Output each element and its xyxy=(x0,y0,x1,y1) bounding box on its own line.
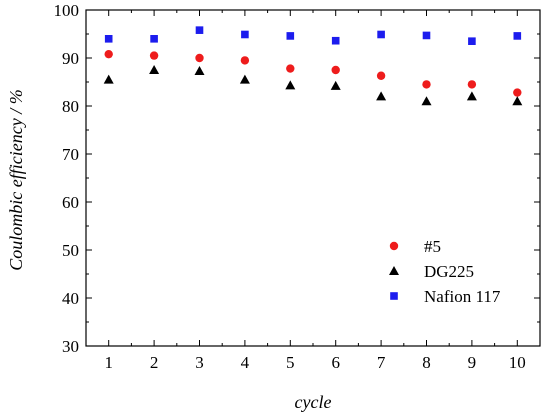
y-tick-label: 50 xyxy=(62,241,79,260)
y-tick-label: 40 xyxy=(62,289,79,308)
x-axis-title: cycle xyxy=(295,392,332,412)
legend-label: DG225 xyxy=(424,262,474,281)
data-point xyxy=(195,26,204,34)
legend: #5 DG225 Nafion 117 xyxy=(389,237,501,306)
data-point xyxy=(421,96,432,106)
y-tick-label: 30 xyxy=(62,337,79,356)
data-point xyxy=(468,37,476,45)
data-point xyxy=(103,74,114,84)
x-tick-label: 3 xyxy=(195,353,204,372)
data-point xyxy=(422,80,431,89)
x-tick-label: 9 xyxy=(468,353,477,372)
x-tick-label: 4 xyxy=(241,353,250,372)
data-point xyxy=(330,80,341,90)
legend-item: #5 xyxy=(389,237,441,256)
data-point xyxy=(376,91,387,101)
data-point xyxy=(512,96,523,106)
data-point xyxy=(513,88,522,97)
data-point xyxy=(467,80,477,89)
data-point xyxy=(239,74,250,84)
data-point xyxy=(331,65,340,75)
data-point xyxy=(331,36,340,45)
data-point xyxy=(286,64,295,73)
y-tick-label: 60 xyxy=(62,193,79,212)
y-tick-label: 80 xyxy=(62,97,79,116)
legend-marker xyxy=(389,241,399,251)
y-tick-label: 90 xyxy=(62,49,79,68)
series-1 xyxy=(103,65,523,106)
legend-label: #5 xyxy=(424,237,441,256)
data-point xyxy=(150,35,158,43)
legend-label: Nafion 117 xyxy=(424,287,501,306)
data-point xyxy=(240,56,250,65)
y-axis-title: Coulombic efficiency / % xyxy=(6,89,26,270)
legend-item: Nafion 117 xyxy=(390,287,501,306)
x-tick-label: 8 xyxy=(422,353,431,372)
data-point xyxy=(195,53,204,63)
y-tick-label: 70 xyxy=(62,145,79,164)
data-point xyxy=(104,35,113,43)
x-tick-label: 2 xyxy=(150,353,159,372)
legend-item: DG225 xyxy=(389,262,474,281)
x-tick-label: 1 xyxy=(104,353,113,372)
legend-marker xyxy=(389,266,399,275)
data-points xyxy=(103,26,523,106)
data-point xyxy=(377,30,385,39)
data-point xyxy=(104,49,113,59)
y-axis: 30 40 50 60 70 80 90 100 xyxy=(54,1,540,356)
series-2 xyxy=(104,26,522,45)
data-point xyxy=(149,65,160,74)
x-tick-label: 7 xyxy=(377,353,386,372)
x-tick-label: 10 xyxy=(509,353,526,372)
y-tick-label: 100 xyxy=(54,1,80,20)
data-point xyxy=(422,31,431,40)
data-point xyxy=(241,30,249,39)
data-point xyxy=(194,65,205,75)
data-point xyxy=(466,91,477,101)
data-point xyxy=(376,71,386,80)
x-tick-label: 6 xyxy=(331,353,340,372)
x-tick-label: 5 xyxy=(286,353,295,372)
data-point xyxy=(285,80,296,90)
series-0 xyxy=(104,49,522,97)
data-point xyxy=(286,32,295,40)
data-point xyxy=(149,51,159,60)
x-axis: 1 2 3 4 5 6 7 8 9 10 xyxy=(85,10,541,372)
data-point xyxy=(513,32,522,40)
legend-marker xyxy=(390,292,398,300)
